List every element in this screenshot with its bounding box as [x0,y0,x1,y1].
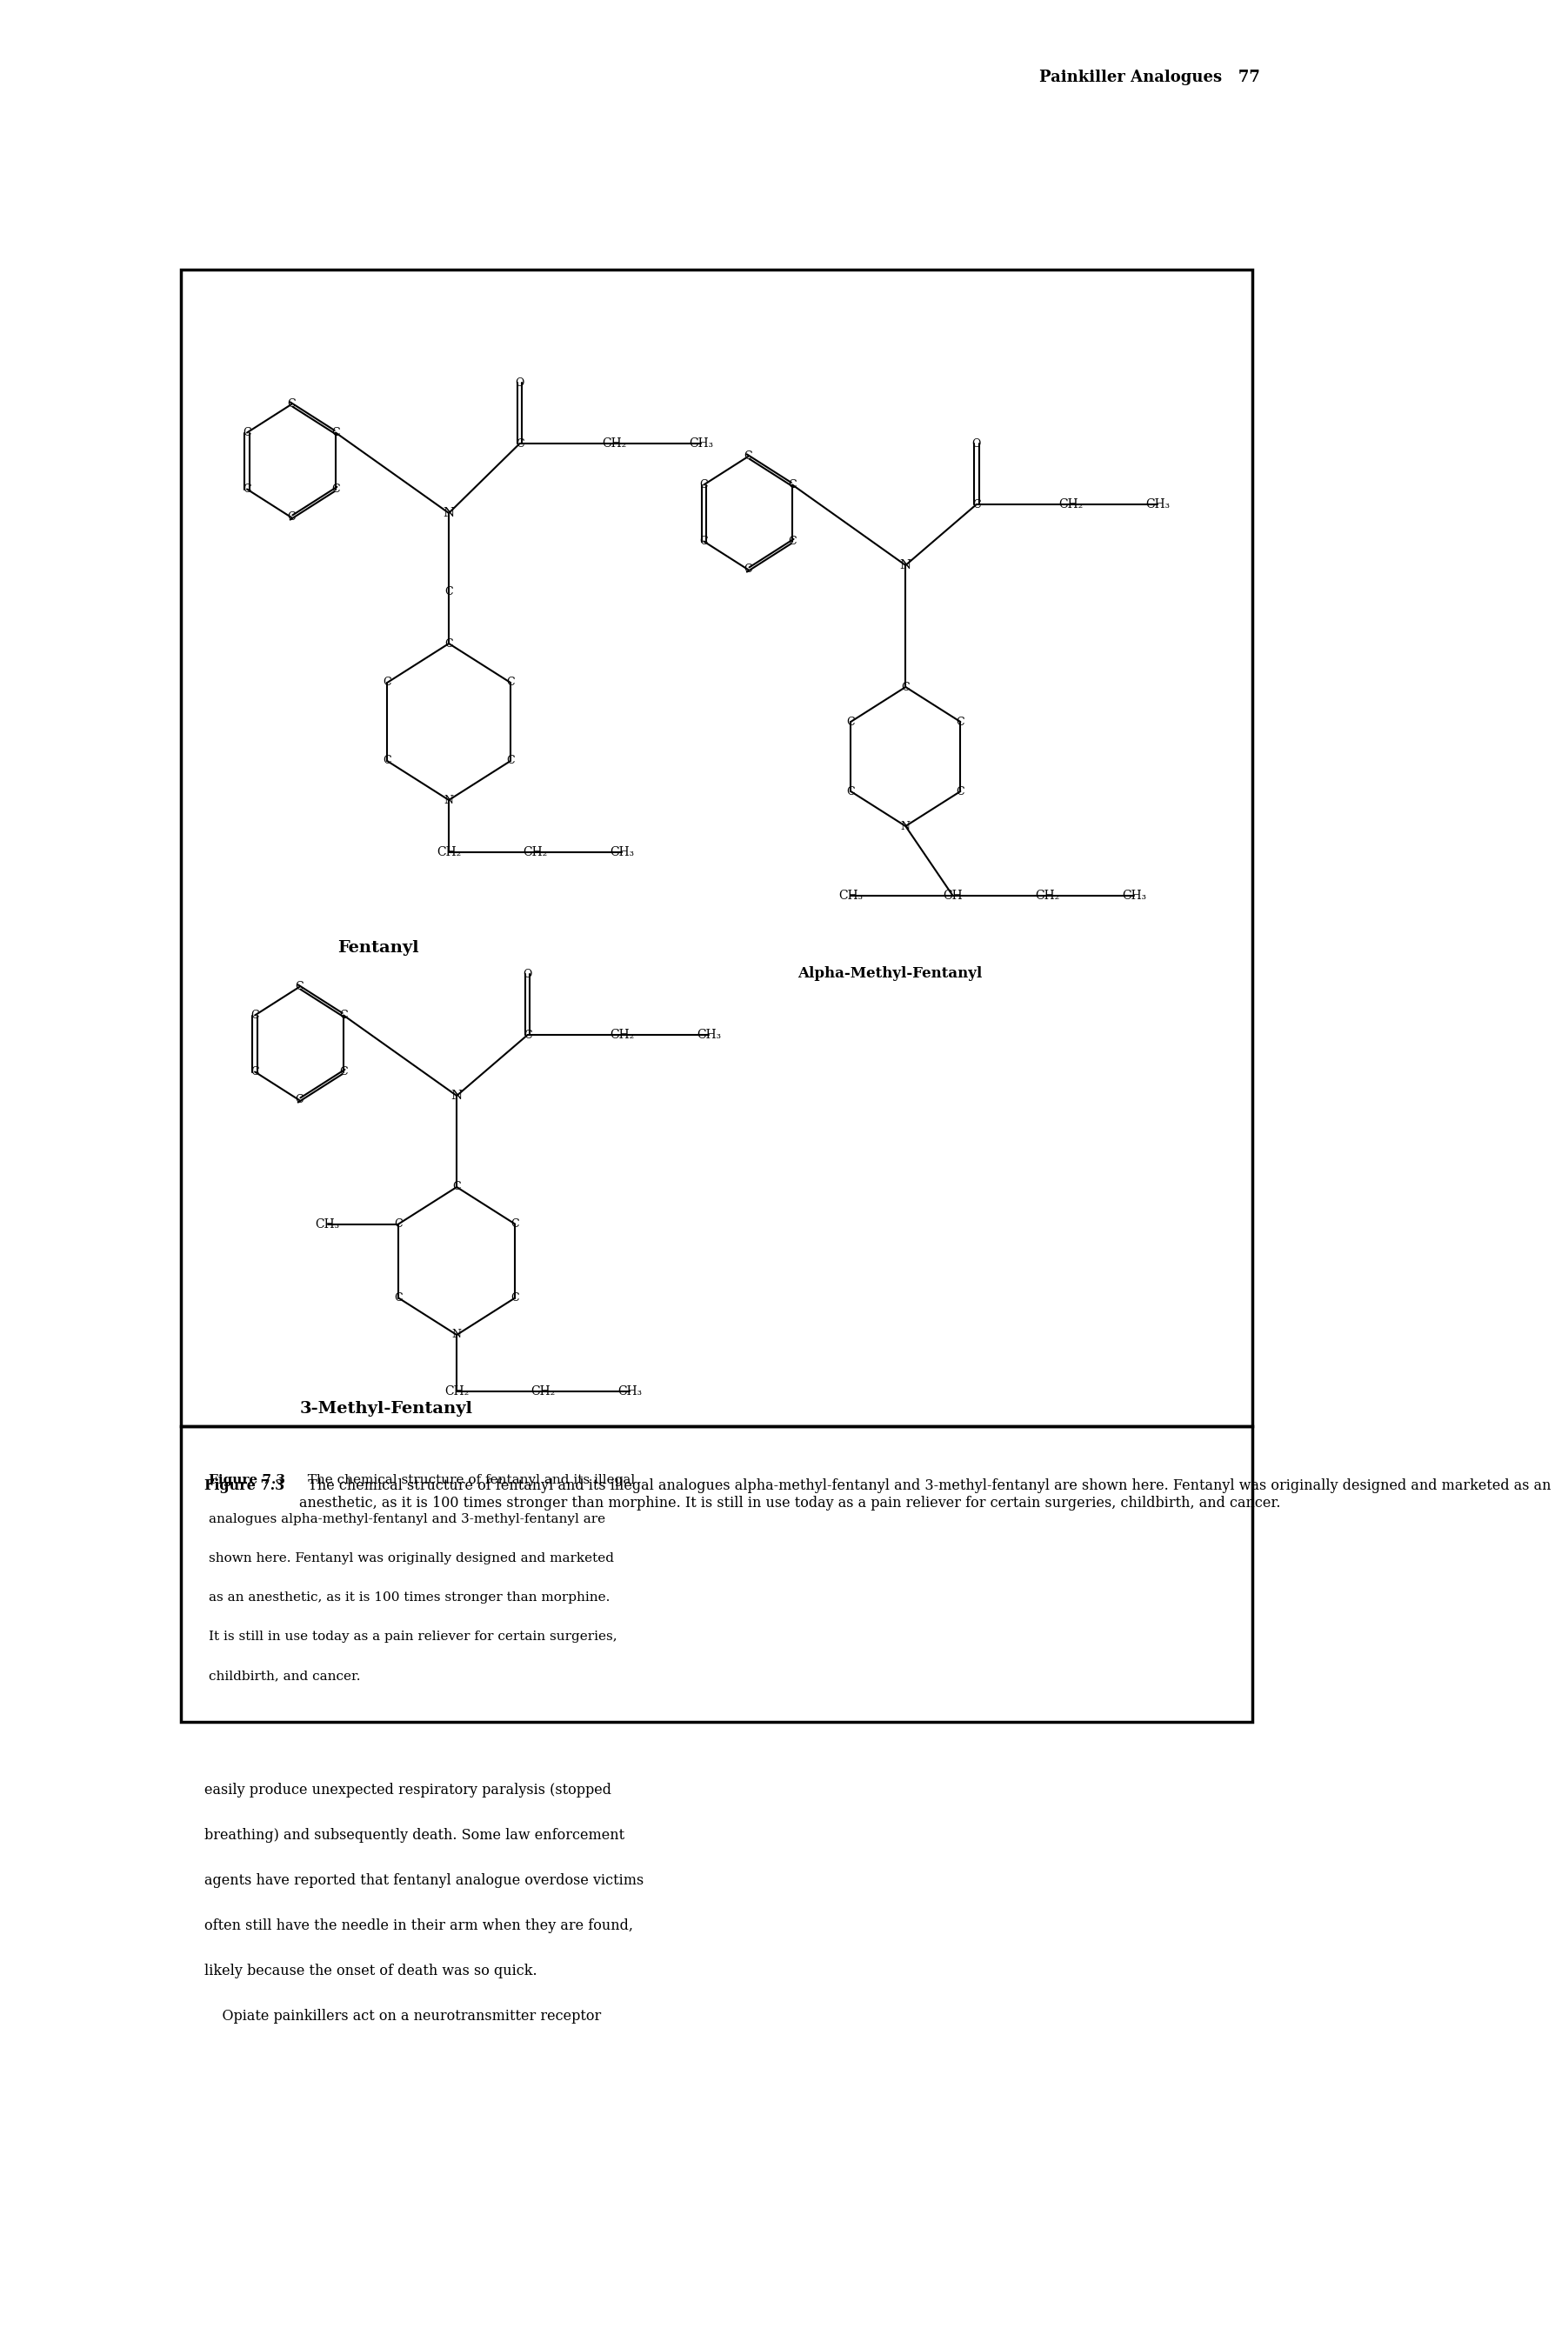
Bar [182,1425,1253,1721]
Text: CH₂: CH₂ [436,845,461,859]
Text: shown here. Fentanyl was originally designed and marketed: shown here. Fentanyl was originally desi… [209,1552,615,1564]
Text: C: C [743,451,753,463]
Text: C: C [699,479,707,491]
Text: as an anesthetic, as it is 100 times stronger than morphine.: as an anesthetic, as it is 100 times str… [209,1592,610,1604]
Text: CH₃: CH₃ [1145,498,1170,510]
Text: CH₂: CH₂ [444,1385,469,1397]
Text: agents have reported that fentanyl analogue overdose victims: agents have reported that fentanyl analo… [205,1874,644,1888]
Text: C: C [295,1094,304,1106]
Text: C: C [243,484,251,495]
Text: C: C [789,479,797,491]
Text: CH₃: CH₃ [610,845,635,859]
Text: CH₂: CH₂ [1035,890,1060,902]
Text: O: O [516,378,524,387]
Text: CH₂: CH₂ [524,845,547,859]
Text: C: C [295,981,304,993]
Text: CH₃: CH₃ [1121,890,1146,902]
Text: C: C [789,535,797,547]
Text: Alpha-Methyl-Fentanyl: Alpha-Methyl-Fentanyl [798,967,982,981]
Text: N: N [900,559,911,571]
Text: C: C [972,498,980,510]
Text: breathing) and subsequently death. Some law enforcement: breathing) and subsequently death. Some … [205,1829,626,1843]
Text: The chemical structure of fentanyl and its illegal analogues alpha-methyl-fentan: The chemical structure of fentanyl and i… [299,1479,1551,1510]
Text: analogues alpha-methyl-fentanyl and 3-methyl-fentanyl are: analogues alpha-methyl-fentanyl and 3-me… [209,1512,605,1526]
Text: C: C [383,676,392,688]
Text: 3-Methyl-Fentanyl: 3-Methyl-Fentanyl [299,1402,472,1416]
Text: C: C [516,437,524,448]
Text: The chemical structure of fentanyl and its illegal: The chemical structure of fentanyl and i… [299,1475,635,1486]
Text: N: N [444,794,453,805]
Text: C: C [445,639,453,648]
Text: CH₂: CH₂ [1058,498,1083,510]
Text: C: C [251,1010,259,1021]
Text: C: C [287,512,295,524]
Text: N: N [452,1329,461,1341]
Text: C: C [287,399,295,411]
Text: C: C [699,535,707,547]
Text: CH₃: CH₃ [618,1385,643,1397]
Text: CH₃: CH₃ [696,1028,721,1040]
Text: C: C [506,756,514,765]
Text: N: N [452,1089,463,1101]
Text: CH₃: CH₃ [315,1219,340,1230]
Text: C: C [956,716,964,728]
Text: C: C [847,716,855,728]
Text: easily produce unexpected respiratory paralysis (stopped: easily produce unexpected respiratory pa… [205,1782,612,1799]
Text: C: C [383,756,392,765]
Text: C: C [956,787,964,796]
Text: likely because the onset of death was so quick.: likely because the onset of death was so… [205,1963,538,1979]
Text: C: C [743,564,753,575]
Text: C: C [453,1181,461,1193]
Text: C: C [394,1219,403,1230]
Text: childbirth, and cancer.: childbirth, and cancer. [209,1669,361,1681]
Text: CH₂: CH₂ [602,437,627,448]
Text: Opiate painkillers act on a neurotransmitter receptor: Opiate painkillers act on a neurotransmi… [205,2010,602,2024]
Text: Figure 7.3: Figure 7.3 [205,1479,285,1493]
Text: C: C [847,787,855,796]
Text: C: C [445,585,453,596]
Text: N: N [444,507,455,519]
Text: N: N [900,819,911,831]
Text: It is still in use today as a pain reliever for certain surgeries,: It is still in use today as a pain relie… [209,1630,618,1644]
Text: C: C [511,1291,519,1303]
Bar [182,270,1253,1425]
Text: O: O [524,967,532,979]
Text: CH: CH [942,890,963,902]
Text: C: C [339,1010,348,1021]
Text: CH₂: CH₂ [610,1028,635,1040]
Text: Figure 7.3: Figure 7.3 [209,1475,285,1486]
Text: CH₂: CH₂ [532,1385,555,1397]
Text: C: C [394,1291,403,1303]
Text: CH₃: CH₃ [688,437,713,448]
Text: C: C [902,681,909,693]
Text: C: C [331,484,340,495]
Text: Fentanyl: Fentanyl [337,939,419,956]
Text: C: C [339,1066,348,1078]
Text: C: C [506,676,514,688]
Text: C: C [524,1028,532,1040]
Text: C: C [251,1066,259,1078]
Text: C: C [331,427,340,439]
Text: Painkiller Analogues   77: Painkiller Analogues 77 [1040,70,1261,85]
Text: CH₃: CH₃ [839,890,862,902]
Text: C: C [243,427,251,439]
Text: C: C [511,1219,519,1230]
Text: often still have the needle in their arm when they are found,: often still have the needle in their arm… [205,1918,633,1932]
Text: O: O [972,437,982,448]
